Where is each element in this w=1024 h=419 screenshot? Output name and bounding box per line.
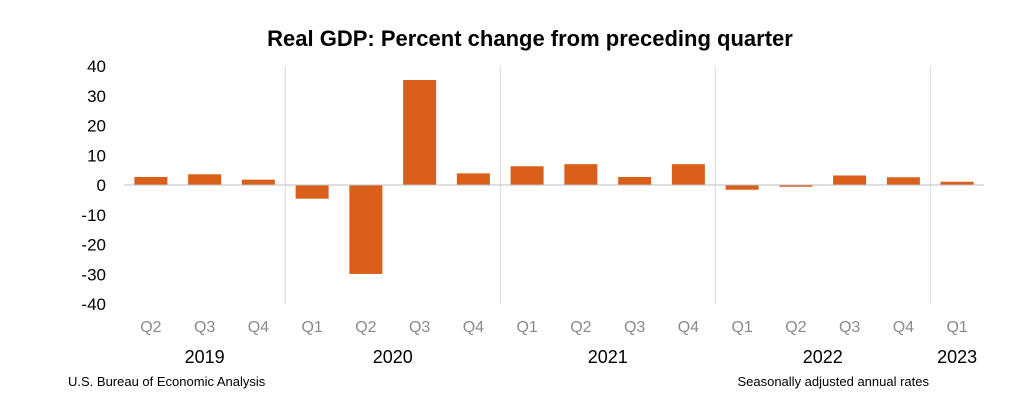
source-note: U.S. Bureau of Economic Analysis xyxy=(68,374,266,389)
bar xyxy=(564,164,598,185)
quarter-label: Q4 xyxy=(248,319,269,336)
bar xyxy=(833,175,867,185)
y-axis: 40 30 20 10 0 -10 -20 -30 -40 xyxy=(81,57,106,314)
bar xyxy=(510,166,544,185)
bar xyxy=(725,185,759,190)
year-label: 2021 xyxy=(588,347,628,367)
y-tick-label: -20 xyxy=(81,236,106,255)
quarter-label: Q4 xyxy=(893,319,914,336)
quarter-label: Q4 xyxy=(463,319,484,336)
quarter-label: Q2 xyxy=(355,319,376,336)
quarter-label: Q1 xyxy=(301,319,322,336)
bars xyxy=(134,79,974,274)
quarter-label: Q2 xyxy=(140,319,161,336)
y-tick-label: 0 xyxy=(97,176,106,195)
rates-note: Seasonally adjusted annual rates xyxy=(737,374,929,389)
quarter-label: Q1 xyxy=(516,319,537,336)
year-label: 2023 xyxy=(937,347,977,367)
y-tick-label: 30 xyxy=(87,87,106,106)
year-label: 2019 xyxy=(185,347,225,367)
y-tick-label: 20 xyxy=(87,117,106,136)
year-labels: 2019 2020 2021 2022 2023 xyxy=(185,347,978,367)
chart-title: Real GDP: Percent change from preceding … xyxy=(267,26,793,51)
y-tick-label: -40 xyxy=(81,295,106,314)
quarter-label: Q2 xyxy=(570,319,591,336)
y-tick-label: 10 xyxy=(87,146,106,165)
quarter-label: Q1 xyxy=(731,319,752,336)
y-tick-label: -10 xyxy=(81,206,106,225)
quarter-label: Q1 xyxy=(946,319,967,336)
y-tick-label: 40 xyxy=(87,57,106,76)
year-label: 2020 xyxy=(373,347,413,367)
bar xyxy=(618,176,652,185)
bar xyxy=(940,181,974,185)
bar xyxy=(188,174,222,185)
quarter-label: Q4 xyxy=(678,319,699,336)
bar xyxy=(403,79,437,185)
bar xyxy=(134,176,168,185)
bar xyxy=(886,177,920,185)
quarter-label: Q3 xyxy=(839,319,860,336)
bar xyxy=(349,185,383,274)
year-label: 2022 xyxy=(803,347,843,367)
quarter-label: Q3 xyxy=(194,319,215,336)
quarter-labels: Q2 Q3 Q4 Q1 Q2 Q3 Q4 Q1 Q2 Q3 Q4 Q1 Q2 Q3 Q4 Q1 xyxy=(140,319,968,336)
bar xyxy=(779,185,813,187)
bar xyxy=(295,185,329,199)
y-tick-label: -30 xyxy=(81,265,106,284)
quarter-label: Q3 xyxy=(409,319,430,336)
bar xyxy=(241,179,275,185)
quarter-label: Q2 xyxy=(785,319,806,336)
bar xyxy=(671,164,705,185)
quarter-label: Q3 xyxy=(624,319,645,336)
bar xyxy=(456,173,490,185)
